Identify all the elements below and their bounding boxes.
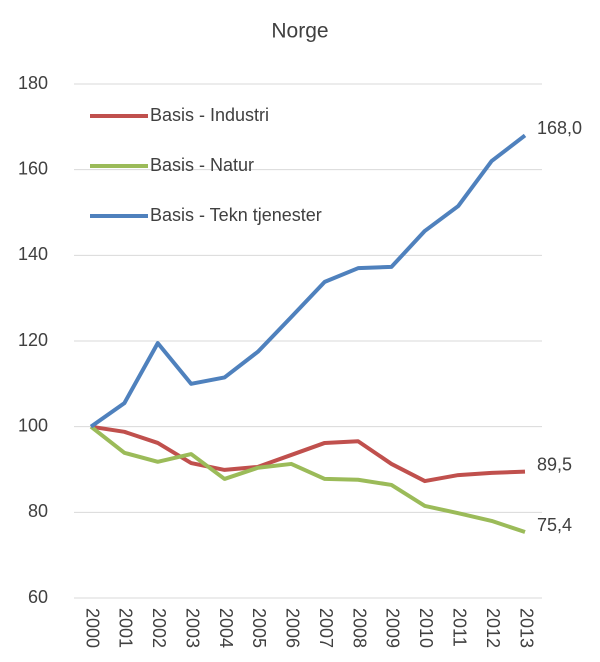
y-tick-label: 120 [18, 330, 48, 350]
data-label: 168,0 [537, 118, 582, 138]
data-label: 75,4 [537, 515, 572, 535]
y-tick-label: 180 [18, 73, 48, 93]
y-tick-label: 140 [18, 244, 48, 264]
line-series [90, 424, 526, 484]
y-tick-label: 60 [28, 587, 48, 607]
x-tick-label: 2000 [82, 608, 102, 648]
data-label: 89,5 [537, 454, 572, 474]
x-tick-label: 2004 [216, 608, 236, 648]
legend-label: Basis - Natur [150, 155, 254, 175]
x-tick-label: 2008 [349, 608, 369, 648]
x-tick-label: 2009 [383, 608, 403, 648]
x-tick-label: 2001 [116, 608, 136, 648]
x-tick-label: 2013 [516, 608, 536, 648]
x-tick-label: 2012 [483, 608, 503, 648]
x-tick-label: 2006 [283, 608, 303, 648]
y-tick-label: 160 [18, 158, 48, 178]
legend-label: Basis - Tekn tjenester [150, 205, 322, 225]
y-tick-label: 80 [28, 501, 48, 521]
x-tick-label: 2005 [249, 608, 269, 648]
legend-label: Basis - Industri [150, 105, 269, 125]
chart-title: Norge [271, 20, 328, 43]
x-tick-label: 2002 [149, 608, 169, 648]
y-tick-label: 100 [18, 415, 48, 435]
x-tick-label: 2010 [416, 608, 436, 648]
line-series [89, 133, 527, 429]
x-tick-label: 2007 [316, 608, 336, 648]
x-tick-label: 2011 [449, 608, 469, 647]
x-tick-label: 2003 [182, 608, 202, 648]
line-series [89, 425, 526, 534]
